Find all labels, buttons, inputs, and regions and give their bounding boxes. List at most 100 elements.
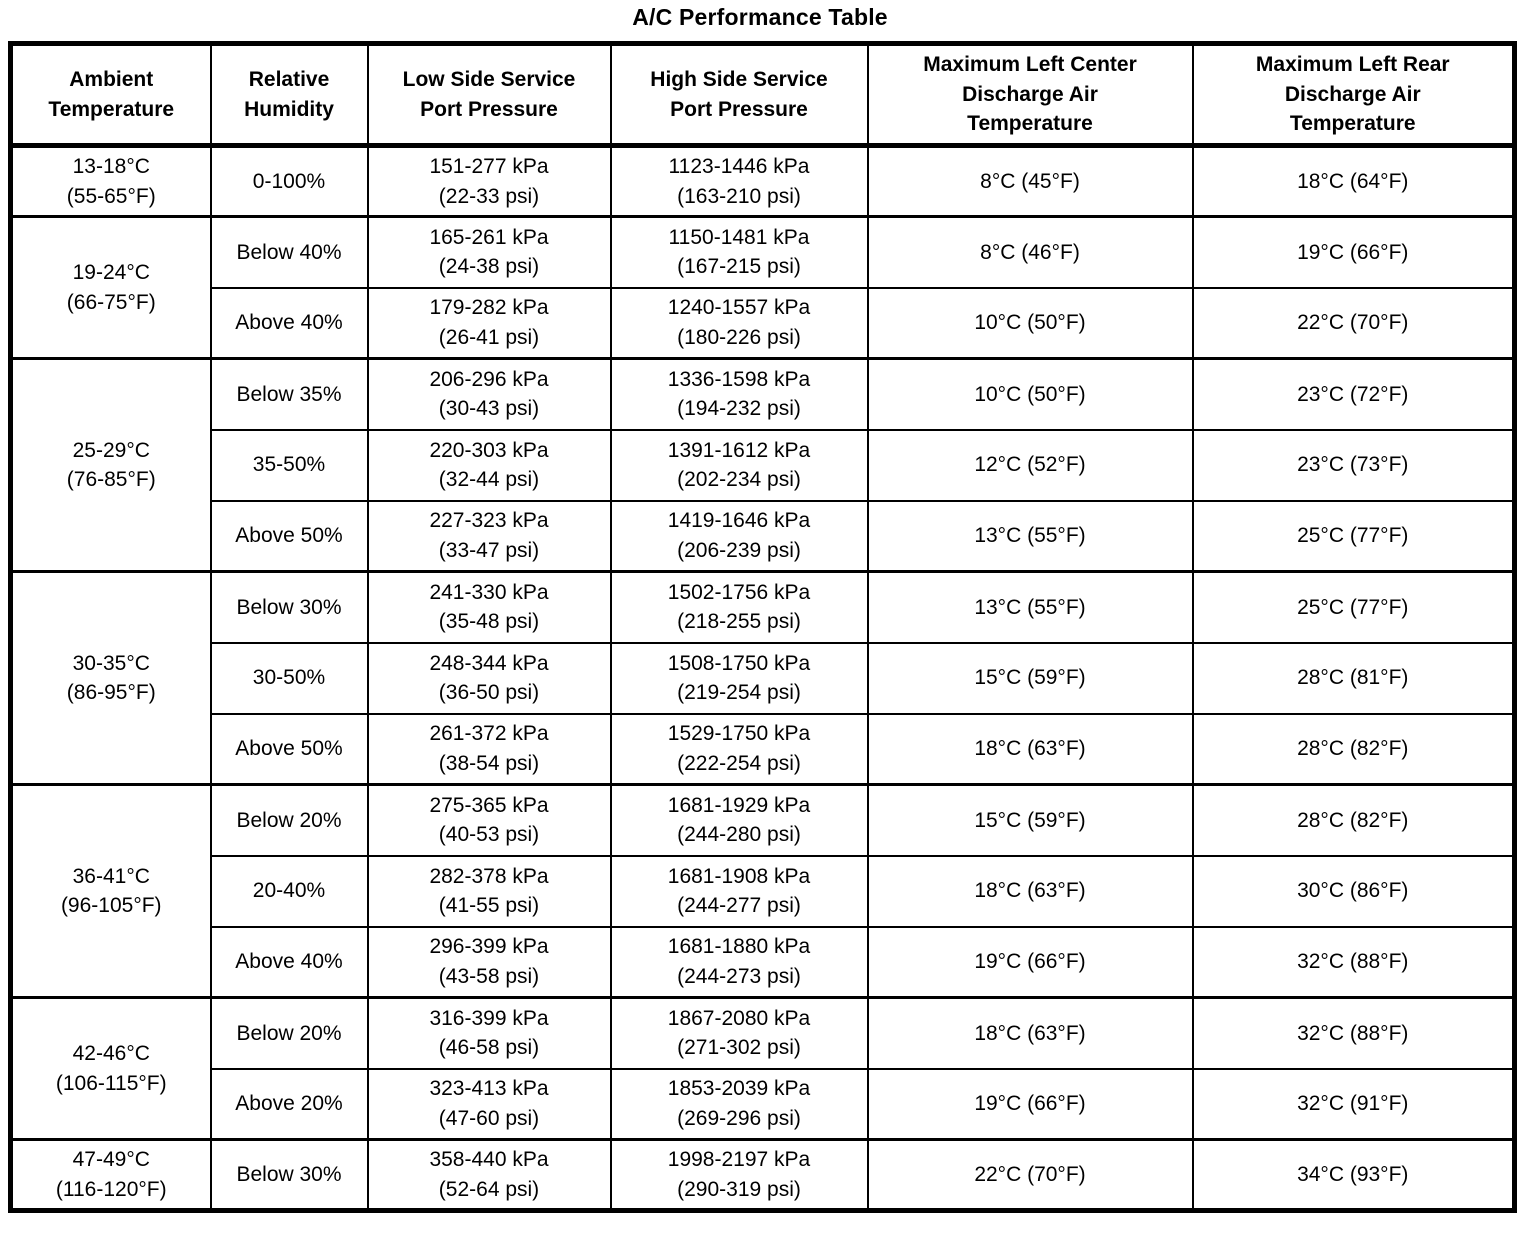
cell-line: (206-239 psi) bbox=[677, 538, 801, 562]
cell-line: (35-48 psi) bbox=[438, 610, 540, 634]
rear-discharge-temp-cell: 34°C (93°F) bbox=[1191, 1138, 1516, 1212]
cell-line: (36-50 psi) bbox=[438, 681, 540, 704]
low-side-pressure-cell: 261-372 kPa (38-54 psi) bbox=[366, 712, 612, 786]
cell-line: 1853-2039 kPa bbox=[667, 1077, 811, 1101]
center-discharge-temp-cell: 15°C (59°F) bbox=[866, 783, 1194, 857]
table-row: 20-40% 282-378 kPa (41-55 psi) 1681-1908 kP… bbox=[11, 854, 1516, 928]
cell-line: 241-330 kPa bbox=[429, 580, 549, 604]
cell-line: 248-344 kPa bbox=[429, 651, 549, 675]
cell-line: (202-234 psi) bbox=[677, 468, 801, 491]
ambient-temperature-cell: 13-18°C (55-65°F) bbox=[9, 144, 212, 218]
rear-discharge-temp-cell: 30°C (86°F) bbox=[1191, 854, 1516, 928]
low-side-pressure-cell: 220-303 kPa (32-44 psi) bbox=[366, 428, 612, 502]
table-row: 35-50% 220-303 kPa (32-44 psi) 1391-1612 kP… bbox=[11, 428, 1516, 502]
rear-discharge-temp-cell: 28°C (82°F) bbox=[1191, 783, 1516, 857]
cell-line: 1240-1557 kPa bbox=[667, 296, 811, 320]
relative-humidity-cell: Below 35% bbox=[209, 357, 369, 431]
cell-line: 25°C (77°F) bbox=[1297, 524, 1409, 548]
center-discharge-temp-cell: 10°C (50°F) bbox=[866, 357, 1194, 431]
cell-line: 19°C (66°F) bbox=[974, 950, 1086, 974]
cell-line: 1123-1446 kPa bbox=[668, 155, 810, 179]
rear-discharge-temp-header: Maximum Left Rear Discharge Air Temperatur… bbox=[1191, 42, 1516, 148]
cell-line: 36-41°C bbox=[72, 864, 150, 888]
high-side-pressure-cell: 1391-1612 kPa (202-234 psi) bbox=[609, 428, 869, 502]
cell-line: 227-323 kPa bbox=[429, 509, 549, 533]
cell-line: 13°C (55°F) bbox=[974, 524, 1086, 548]
low-side-pressure-cell: 296-399 kPa (43-58 psi) bbox=[366, 925, 612, 999]
cell-line: 1681-1929 kPa bbox=[667, 793, 811, 817]
cell-line: (46-58 psi) bbox=[438, 1036, 540, 1060]
high-side-pressure-cell: 1681-1880 kPa (244-273 psi) bbox=[609, 925, 869, 999]
relative-humidity-cell: Below 30% bbox=[209, 570, 369, 644]
cell-line: 8°C (46°F) bbox=[980, 240, 1080, 264]
cell-line: (244-277 psi) bbox=[677, 894, 801, 917]
cell-line: (52-64 psi) bbox=[438, 1177, 540, 1201]
cell-line: (30-43 psi) bbox=[438, 397, 540, 421]
cell-line: 30-50% bbox=[252, 666, 326, 690]
cell-line: (96-105°F) bbox=[60, 894, 162, 917]
center-discharge-temp-header: Maximum Left Center Discharge Air Temperat… bbox=[866, 42, 1194, 148]
relative-humidity-cell: Below 30% bbox=[209, 1138, 369, 1212]
table-header: Ambient Temperature Relative Humidity Low Si… bbox=[9, 42, 1516, 148]
center-discharge-temp-cell: 22°C (70°F) bbox=[866, 1138, 1194, 1212]
low-side-pressure-cell: 323-413 kPa (47-60 psi) bbox=[366, 1067, 612, 1141]
cell-line: 1336-1598 kPa bbox=[667, 367, 811, 391]
ambient-temperature-header: Ambient Temperature bbox=[9, 42, 212, 148]
cell-line: 18°C (63°F) bbox=[974, 879, 1086, 903]
cell-line: 10°C (50°F) bbox=[974, 311, 1086, 335]
cell-line: (290-319 psi) bbox=[677, 1177, 801, 1201]
ambient-temperature-cell: 19-24°C (66-75°F) bbox=[9, 215, 212, 360]
cell-line: Above 50% bbox=[235, 524, 343, 548]
low-side-pressure-cell: 282-378 kPa (41-55 psi) bbox=[366, 854, 612, 928]
cell-line: (163-210 psi) bbox=[677, 184, 801, 208]
cell-line: 22°C (70°F) bbox=[1297, 311, 1409, 335]
cell-line: 12°C (52°F) bbox=[974, 453, 1086, 477]
relative-humidity-cell: Below 20% bbox=[209, 783, 369, 857]
cell-line: 34°C (93°F) bbox=[1297, 1162, 1409, 1186]
cell-line: 13°C (55°F) bbox=[974, 595, 1086, 619]
low-side-pressure-cell: 179-282 kPa (26-41 psi) bbox=[366, 286, 612, 360]
rear-discharge-temp-cell: 32°C (88°F) bbox=[1191, 996, 1516, 1070]
cell-line: Above 50% bbox=[235, 737, 343, 761]
cell-line: 10°C (50°F) bbox=[974, 382, 1086, 406]
cell-line: 1391-1612 kPa bbox=[667, 438, 811, 462]
low-side-pressure-cell: 275-365 kPa (40-53 psi) bbox=[366, 783, 612, 857]
cell-line: Below 20% bbox=[236, 1021, 342, 1045]
relative-humidity-cell: Above 40% bbox=[209, 286, 369, 360]
table-row: Above 20% 323-413 kPa (47-60 psi) 1853-2039… bbox=[11, 1067, 1516, 1141]
rear-discharge-temp-cell: 25°C (77°F) bbox=[1191, 570, 1516, 644]
cell-line: 206-296 kPa bbox=[429, 367, 549, 391]
relative-humidity-cell: Above 50% bbox=[209, 499, 369, 573]
high-side-pressure-cell: 1867-2080 kPa (271-302 psi) bbox=[609, 996, 869, 1070]
cell-line: Below 20% bbox=[236, 808, 342, 832]
cell-line: Ambient bbox=[69, 67, 154, 91]
low-side-pressure-cell: 241-330 kPa (35-48 psi) bbox=[366, 570, 612, 644]
cell-line: Temperature bbox=[967, 112, 1093, 136]
page-title: A/C Performance Table bbox=[632, 4, 888, 30]
cell-line: 1867-2080 kPa bbox=[667, 1006, 811, 1030]
low-side-pressure-cell: 206-296 kPa (30-43 psi) bbox=[366, 357, 612, 431]
table-row: 42-46°C (106-115°F) Below 20% 316-399 kPa (4… bbox=[9, 996, 1516, 1141]
table-row: Above 50% 261-372 kPa (38-54 psi) 1529-1750… bbox=[11, 712, 1516, 786]
cell-line: Below 35% bbox=[236, 382, 342, 406]
cell-line: (24-38 psi) bbox=[438, 255, 540, 279]
cell-line: 23°C (72°F) bbox=[1297, 382, 1409, 406]
cell-line: Temperature bbox=[48, 97, 175, 121]
relative-humidity-cell: 20-40% bbox=[209, 854, 369, 928]
cell-line: Discharge Air bbox=[962, 82, 1098, 106]
cell-line: 220-303 kPa bbox=[429, 438, 549, 462]
cell-line: (222-254 psi) bbox=[677, 751, 801, 775]
cell-line: 1529-1750 kPa bbox=[667, 722, 811, 746]
rear-discharge-temp-cell: 23°C (73°F) bbox=[1191, 428, 1516, 502]
table-row: 13-18°C (55-65°F) 0-100% 151-277 kPa (22-33 … bbox=[9, 144, 1516, 218]
high-side-pressure-cell: 1853-2039 kPa (269-296 psi) bbox=[609, 1067, 869, 1141]
cell-line: 323-413 kPa bbox=[429, 1077, 549, 1101]
table-row: 30-35°C (86-95°F) Below 30% 241-330 kPa (35-… bbox=[9, 570, 1516, 786]
cell-line: 8°C (45°F) bbox=[980, 169, 1080, 193]
relative-humidity-cell: Above 20% bbox=[209, 1067, 369, 1141]
cell-line: (38-54 psi) bbox=[438, 751, 540, 775]
rear-discharge-temp-cell: 22°C (70°F) bbox=[1191, 286, 1516, 360]
cell-line: Relative bbox=[248, 67, 330, 91]
cell-line: Below 30% bbox=[236, 1162, 342, 1186]
relative-humidity-cell: 30-50% bbox=[209, 641, 369, 715]
